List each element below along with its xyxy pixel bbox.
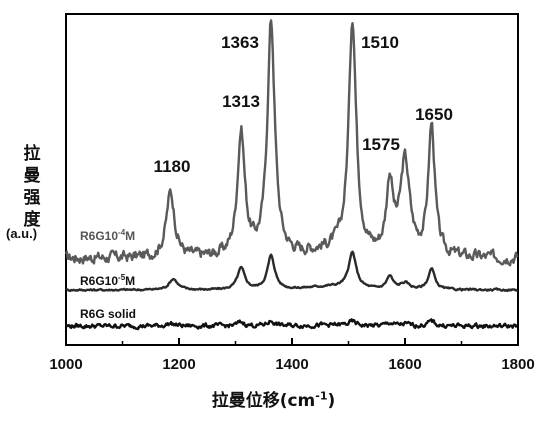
series-label: R6G10-5M xyxy=(80,273,135,288)
plot-frame xyxy=(65,13,519,346)
x-tick-label: 1200 xyxy=(162,356,195,373)
y-axis-label: 拉曼强度 xyxy=(23,144,41,230)
peak-label: 1363 xyxy=(221,33,259,52)
peak-label: 1650 xyxy=(415,105,453,124)
series-line xyxy=(65,250,519,293)
peak-label: 1575 xyxy=(362,135,400,154)
series-label: R6G10-4M xyxy=(80,228,135,243)
peak-label: 1313 xyxy=(222,92,260,111)
x-tick-label: 1600 xyxy=(388,356,421,373)
x-axis-label: 拉曼位移(cm-1) xyxy=(0,386,547,411)
series-label: R6G solid xyxy=(80,307,136,321)
peak-label: 1180 xyxy=(154,157,191,176)
x-tick-label: 1000 xyxy=(49,356,82,373)
series-line xyxy=(64,19,519,267)
x-axis-unit-close: ) xyxy=(327,391,336,411)
x-tick-label: 1400 xyxy=(275,356,308,373)
y-axis-unit: (a.u.) xyxy=(6,226,38,241)
x-tick-label: 1800 xyxy=(501,356,534,373)
x-axis-title: 拉曼位移 xyxy=(211,391,280,411)
x-axis-unit-exponent: -1 xyxy=(315,389,328,403)
x-axis-unit: (cm xyxy=(279,391,316,411)
peak-label: 1510 xyxy=(361,33,399,52)
series-line xyxy=(65,318,519,331)
